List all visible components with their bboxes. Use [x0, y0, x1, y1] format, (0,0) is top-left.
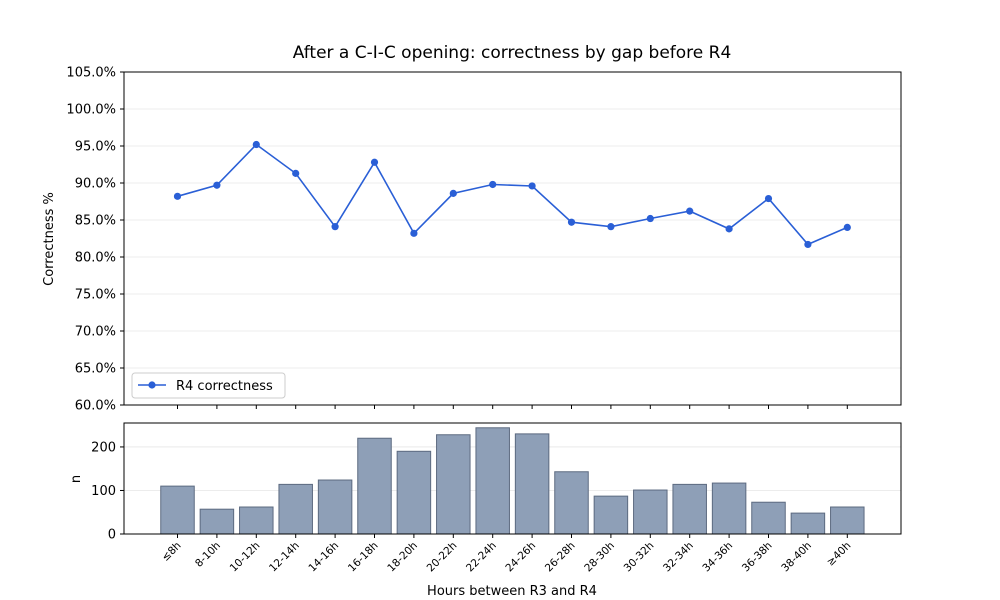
x-tick-label: 22-24h [464, 540, 499, 575]
bar [239, 506, 274, 535]
x-axis-label: Hours between R3 and R4 [427, 584, 597, 599]
legend-label: R4 correctness [176, 379, 273, 394]
bar [475, 427, 510, 535]
bottom-y-tick-label: 0 [108, 528, 116, 543]
top-plot: 60.0% 65.0% 70.0% 75.0% 80.0% 85.0% 90.0% 95.0%… [42, 66, 902, 414]
bottom-y-tick-label: 100 [91, 484, 116, 499]
top-plot-frame [123, 71, 902, 406]
x-tick-label: 10-12h [228, 540, 263, 575]
legend-box [131, 372, 286, 399]
data-point [252, 140, 260, 149]
top-y-tick-label: 100.0% [66, 103, 116, 118]
data-point [331, 223, 339, 231]
x-tick-label: 14-16h [306, 540, 341, 575]
data-point [686, 207, 694, 215]
data-point [370, 158, 379, 166]
bar-series [160, 427, 865, 535]
bar [278, 483, 313, 535]
data-point [804, 240, 812, 249]
data-point [567, 218, 576, 226]
data-point [449, 189, 457, 197]
bottom-y-axis: 0 100 200 [91, 440, 124, 543]
x-tick-label: 36-38h [740, 540, 775, 575]
top-y-tick-label: 85.0% [75, 214, 116, 229]
x-tick-label: 34-36h [700, 540, 735, 575]
bar [317, 479, 353, 535]
x-tick-label: 32-34h [661, 540, 696, 575]
bar [160, 485, 195, 535]
line-series [173, 140, 851, 249]
bar [199, 508, 235, 535]
x-tick-label: 26-28h [543, 540, 578, 575]
x-tick-label: 12-14h [267, 540, 302, 575]
top-y-tick-label: 65.0% [75, 362, 116, 377]
bar [751, 501, 786, 535]
bar [711, 482, 747, 535]
data-point [607, 223, 615, 231]
top-y-tick-label: 105.0% [66, 66, 116, 81]
x-tick-label: 28-30h [582, 540, 617, 575]
x-tick-label: 18-20h [385, 540, 420, 575]
bar [830, 506, 865, 535]
top-y-axis: 60.0% 65.0% 70.0% 75.0% 80.0% 85.0% 90.0% 95.0%… [66, 66, 124, 414]
bottom-plot: 0 100 200 ≤8h 8-10h 10-12h 12-14h 14-16h 16-18h… [69, 422, 902, 599]
data-point [646, 214, 654, 223]
legend: R4 correctness [131, 372, 286, 399]
bar [514, 433, 550, 535]
top-y-tick-label: 90.0% [75, 177, 116, 192]
data-point [173, 192, 182, 200]
chart-title: After a C-I-C opening: correctness by ga… [293, 43, 732, 63]
top-gridlines [124, 71, 901, 406]
x-tick-label: 38-40h [779, 540, 814, 575]
bar [436, 434, 471, 535]
x-tick-label: ≥40h [825, 540, 854, 569]
series-line [177, 143, 848, 246]
bar [554, 471, 589, 535]
x-tick-label: 24-26h [503, 540, 538, 575]
top-y-label: Correctness % [42, 192, 57, 286]
x-tick-label: 16-18h [346, 540, 381, 575]
top-x-ticks [177, 405, 848, 409]
data-point [725, 225, 733, 233]
data-point [843, 223, 851, 231]
bottom-y-tick-label: 200 [91, 440, 116, 455]
x-tick-label: 30-32h [622, 540, 657, 575]
bar [790, 512, 826, 535]
data-point [764, 194, 773, 203]
data-point [292, 169, 300, 177]
top-y-tick-label: 75.0% [75, 288, 116, 303]
bar [357, 437, 392, 535]
bar [672, 483, 707, 535]
bar [396, 450, 432, 535]
x-tick-label: 20-22h [425, 540, 460, 575]
top-y-tick-label: 70.0% [75, 325, 116, 340]
x-tick-label: ≤8h [159, 540, 183, 564]
bar [593, 495, 629, 535]
data-point [489, 180, 497, 189]
top-y-tick-label: 80.0% [75, 251, 116, 266]
bottom-plot-frame [123, 422, 902, 535]
top-y-tick-label: 60.0% [75, 399, 116, 414]
bottom-y-label: n [69, 475, 84, 483]
data-point [410, 229, 418, 237]
bar [633, 489, 668, 535]
legend-marker [148, 381, 156, 389]
bottom-x-axis: ≤8h 8-10h 10-12h 12-14h 14-16h 16-18h 18-20h 20… [159, 534, 853, 574]
x-tick-label: 8-10h [193, 540, 223, 570]
top-y-tick-label: 95.0% [75, 140, 116, 155]
data-point [213, 181, 221, 189]
data-point [528, 182, 536, 190]
